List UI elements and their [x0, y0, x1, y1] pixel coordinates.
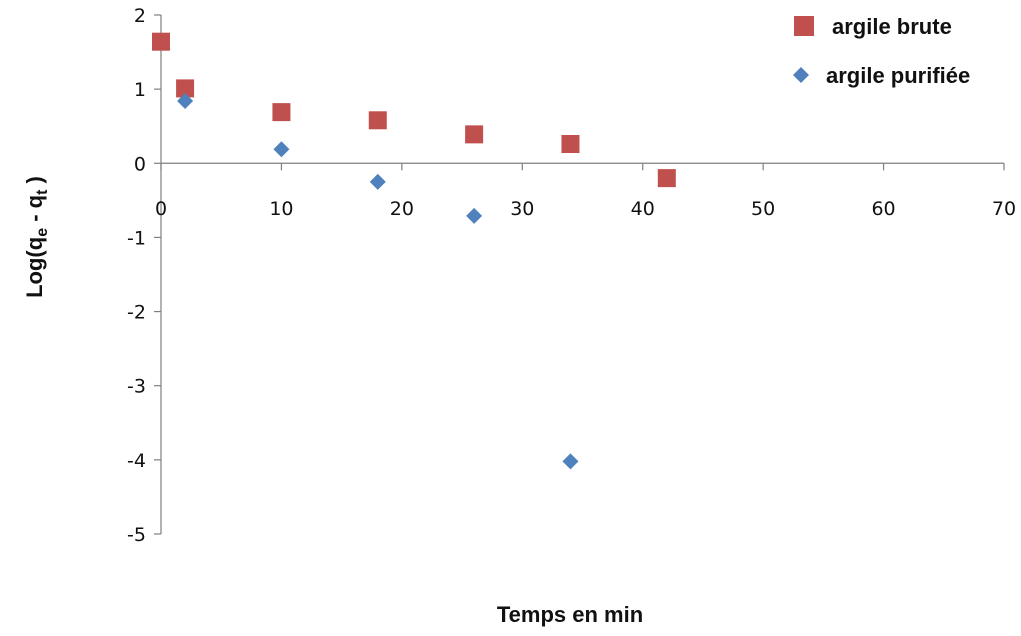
- legend-label-series-1: argile brute: [832, 14, 952, 39]
- data-point-series-1: [152, 32, 170, 51]
- x-tick-label: 40: [631, 198, 655, 220]
- y-tick-label: 2: [134, 5, 146, 27]
- y-tick-label: 0: [134, 153, 146, 175]
- y-tick-label: -2: [127, 302, 146, 324]
- data-point-series-2: [562, 453, 579, 470]
- data-point-series-1: [657, 169, 676, 188]
- legend: argile brute argile purifiée: [793, 14, 970, 88]
- x-tick-label: 70: [992, 198, 1016, 220]
- y-tick-label: -1: [127, 227, 146, 249]
- x-tick-label: 60: [871, 198, 895, 220]
- x-tick-labels: 0 10 20 30 40 50 60 70: [155, 198, 1016, 220]
- y-tick-labels: 2 1 0 -1 -2 -3 -4 -5: [127, 5, 146, 546]
- x-tick-label: 0: [155, 198, 167, 220]
- y-axis-title: Log(qe - qt ): [22, 176, 51, 298]
- data-point-series-2: [466, 207, 483, 224]
- legend-marker-series-1: [794, 16, 814, 36]
- data-point-series-1: [465, 125, 484, 144]
- data-point-series-2: [177, 93, 194, 110]
- legend-marker-series-2: [793, 67, 809, 83]
- x-axis-title: Temps en min: [497, 602, 643, 627]
- y-tick-label: 1: [134, 79, 146, 101]
- y-tick-label: -5: [127, 524, 146, 546]
- legend-label-series-2: argile purifiée: [826, 63, 970, 88]
- data-point-series-1: [561, 135, 580, 154]
- data-point-series-2: [273, 141, 290, 158]
- x-tick-label: 20: [390, 198, 414, 220]
- data-points: [152, 32, 676, 470]
- data-point-series-1: [272, 103, 291, 122]
- axes: [154, 14, 1005, 535]
- y-tick-label: -3: [127, 376, 146, 398]
- data-point-series-1: [176, 79, 195, 98]
- x-tick-label: 50: [751, 198, 775, 220]
- x-tick-label: 10: [269, 198, 293, 220]
- data-point-series-1: [368, 111, 387, 130]
- data-point-series-2: [369, 173, 386, 190]
- x-tick-label: 30: [510, 198, 534, 220]
- y-tick-label: -4: [127, 450, 146, 472]
